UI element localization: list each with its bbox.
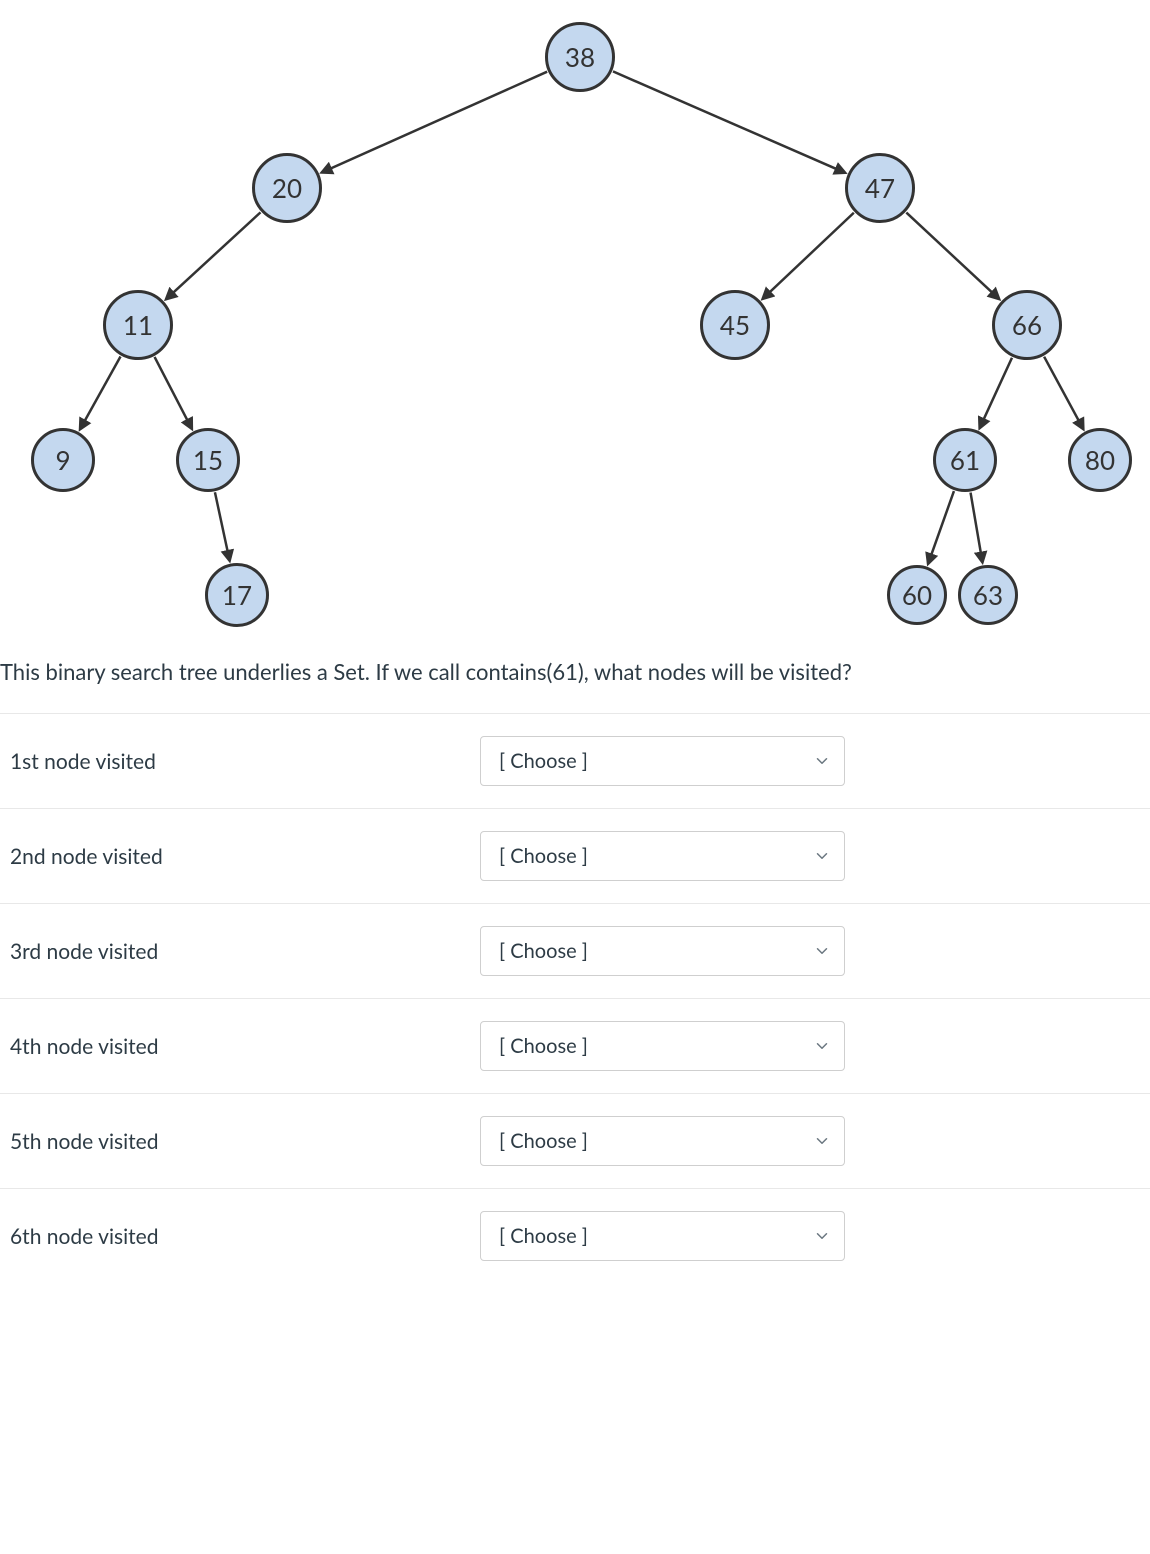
tree-edge xyxy=(928,491,954,564)
answer-select-placeholder: [ Choose ] xyxy=(499,1224,588,1248)
answer-label: 3rd node visited xyxy=(0,939,480,964)
answer-select-placeholder: [ Choose ] xyxy=(499,749,588,773)
tree-node-38: 38 xyxy=(545,22,615,92)
tree-node-11: 11 xyxy=(103,290,173,360)
tree-node-label: 17 xyxy=(222,579,252,611)
answer-select[interactable]: [ Choose ] xyxy=(480,736,845,786)
tree-node-label: 80 xyxy=(1085,444,1115,476)
tree-edge xyxy=(613,71,845,172)
answer-select-wrap: [ Choose ] xyxy=(480,1211,845,1261)
tree-node-80: 80 xyxy=(1068,428,1132,492)
tree-node-17: 17 xyxy=(205,563,269,627)
tree-edge xyxy=(166,212,261,299)
tree-node-47: 47 xyxy=(845,153,915,223)
answer-select[interactable]: [ Choose ] xyxy=(480,1021,845,1071)
answer-select[interactable]: [ Choose ] xyxy=(480,831,845,881)
answer-label: 2nd node visited xyxy=(0,844,480,869)
tree-node-label: 66 xyxy=(1012,309,1042,341)
tree-edge xyxy=(971,493,983,563)
answer-select[interactable]: [ Choose ] xyxy=(480,1211,845,1261)
answer-select-placeholder: [ Choose ] xyxy=(499,1129,588,1153)
answer-select-placeholder: [ Choose ] xyxy=(499,939,588,963)
tree-node-60: 60 xyxy=(887,565,947,625)
answer-select[interactable]: [ Choose ] xyxy=(480,1116,845,1166)
tree-node-label: 9 xyxy=(55,444,70,476)
tree-node-63: 63 xyxy=(958,565,1018,625)
tree-node-label: 60 xyxy=(902,579,932,611)
tree-edge xyxy=(215,492,230,561)
answer-row: 6th node visited [ Choose ] xyxy=(0,1188,1150,1283)
answer-select-wrap: [ Choose ] xyxy=(480,831,845,881)
tree-edge xyxy=(906,213,999,300)
question-text: This binary search tree underlies a Set.… xyxy=(0,640,1150,713)
answer-select-wrap: [ Choose ] xyxy=(480,926,845,976)
answer-row: 4th node visited [ Choose ] xyxy=(0,998,1150,1093)
tree-node-15: 15 xyxy=(176,428,240,492)
tree-node-label: 45 xyxy=(720,309,750,341)
answer-select-placeholder: [ Choose ] xyxy=(499,1034,588,1058)
tree-edge xyxy=(155,357,192,429)
tree-node-9: 9 xyxy=(31,428,95,492)
answer-label: 4th node visited xyxy=(0,1034,480,1059)
tree-node-label: 38 xyxy=(565,41,595,73)
answer-row: 1st node visited [ Choose ] xyxy=(0,713,1150,808)
tree-node-label: 20 xyxy=(272,172,302,204)
answer-select-placeholder: [ Choose ] xyxy=(499,844,588,868)
page: 38 20 47 11 45 66 9 15 61 80 17 60 63 This binary se… xyxy=(0,0,1150,1283)
tree-edge xyxy=(322,72,547,173)
tree-edge xyxy=(763,213,854,299)
tree-node-label: 11 xyxy=(123,309,153,341)
answer-row: 2nd node visited [ Choose ] xyxy=(0,808,1150,903)
tree-edge xyxy=(980,358,1012,428)
tree-node-label: 47 xyxy=(865,172,895,204)
tree-node-label: 15 xyxy=(193,444,223,476)
tree-edge xyxy=(80,356,121,429)
tree-node-20: 20 xyxy=(252,153,322,223)
answer-select[interactable]: [ Choose ] xyxy=(480,926,845,976)
answer-label: 1st node visited xyxy=(0,749,480,774)
answer-row: 3rd node visited [ Choose ] xyxy=(0,903,1150,998)
tree-node-label: 63 xyxy=(973,579,1003,611)
tree-node-61: 61 xyxy=(933,428,997,492)
tree-edge xyxy=(1044,357,1083,430)
answer-select-wrap: [ Choose ] xyxy=(480,1116,845,1166)
answer-select-wrap: [ Choose ] xyxy=(480,736,845,786)
answer-label: 6th node visited xyxy=(0,1224,480,1249)
tree-node-66: 66 xyxy=(992,290,1062,360)
tree-node-label: 61 xyxy=(950,444,980,476)
tree-node-45: 45 xyxy=(700,290,770,360)
answer-select-wrap: [ Choose ] xyxy=(480,1021,845,1071)
bst-diagram: 38 20 47 11 45 66 9 15 61 80 17 60 63 xyxy=(0,0,1150,640)
answer-row: 5th node visited [ Choose ] xyxy=(0,1093,1150,1188)
answers-section: 1st node visited[ Choose ]2nd node visit… xyxy=(0,713,1150,1283)
answer-label: 5th node visited xyxy=(0,1129,480,1154)
